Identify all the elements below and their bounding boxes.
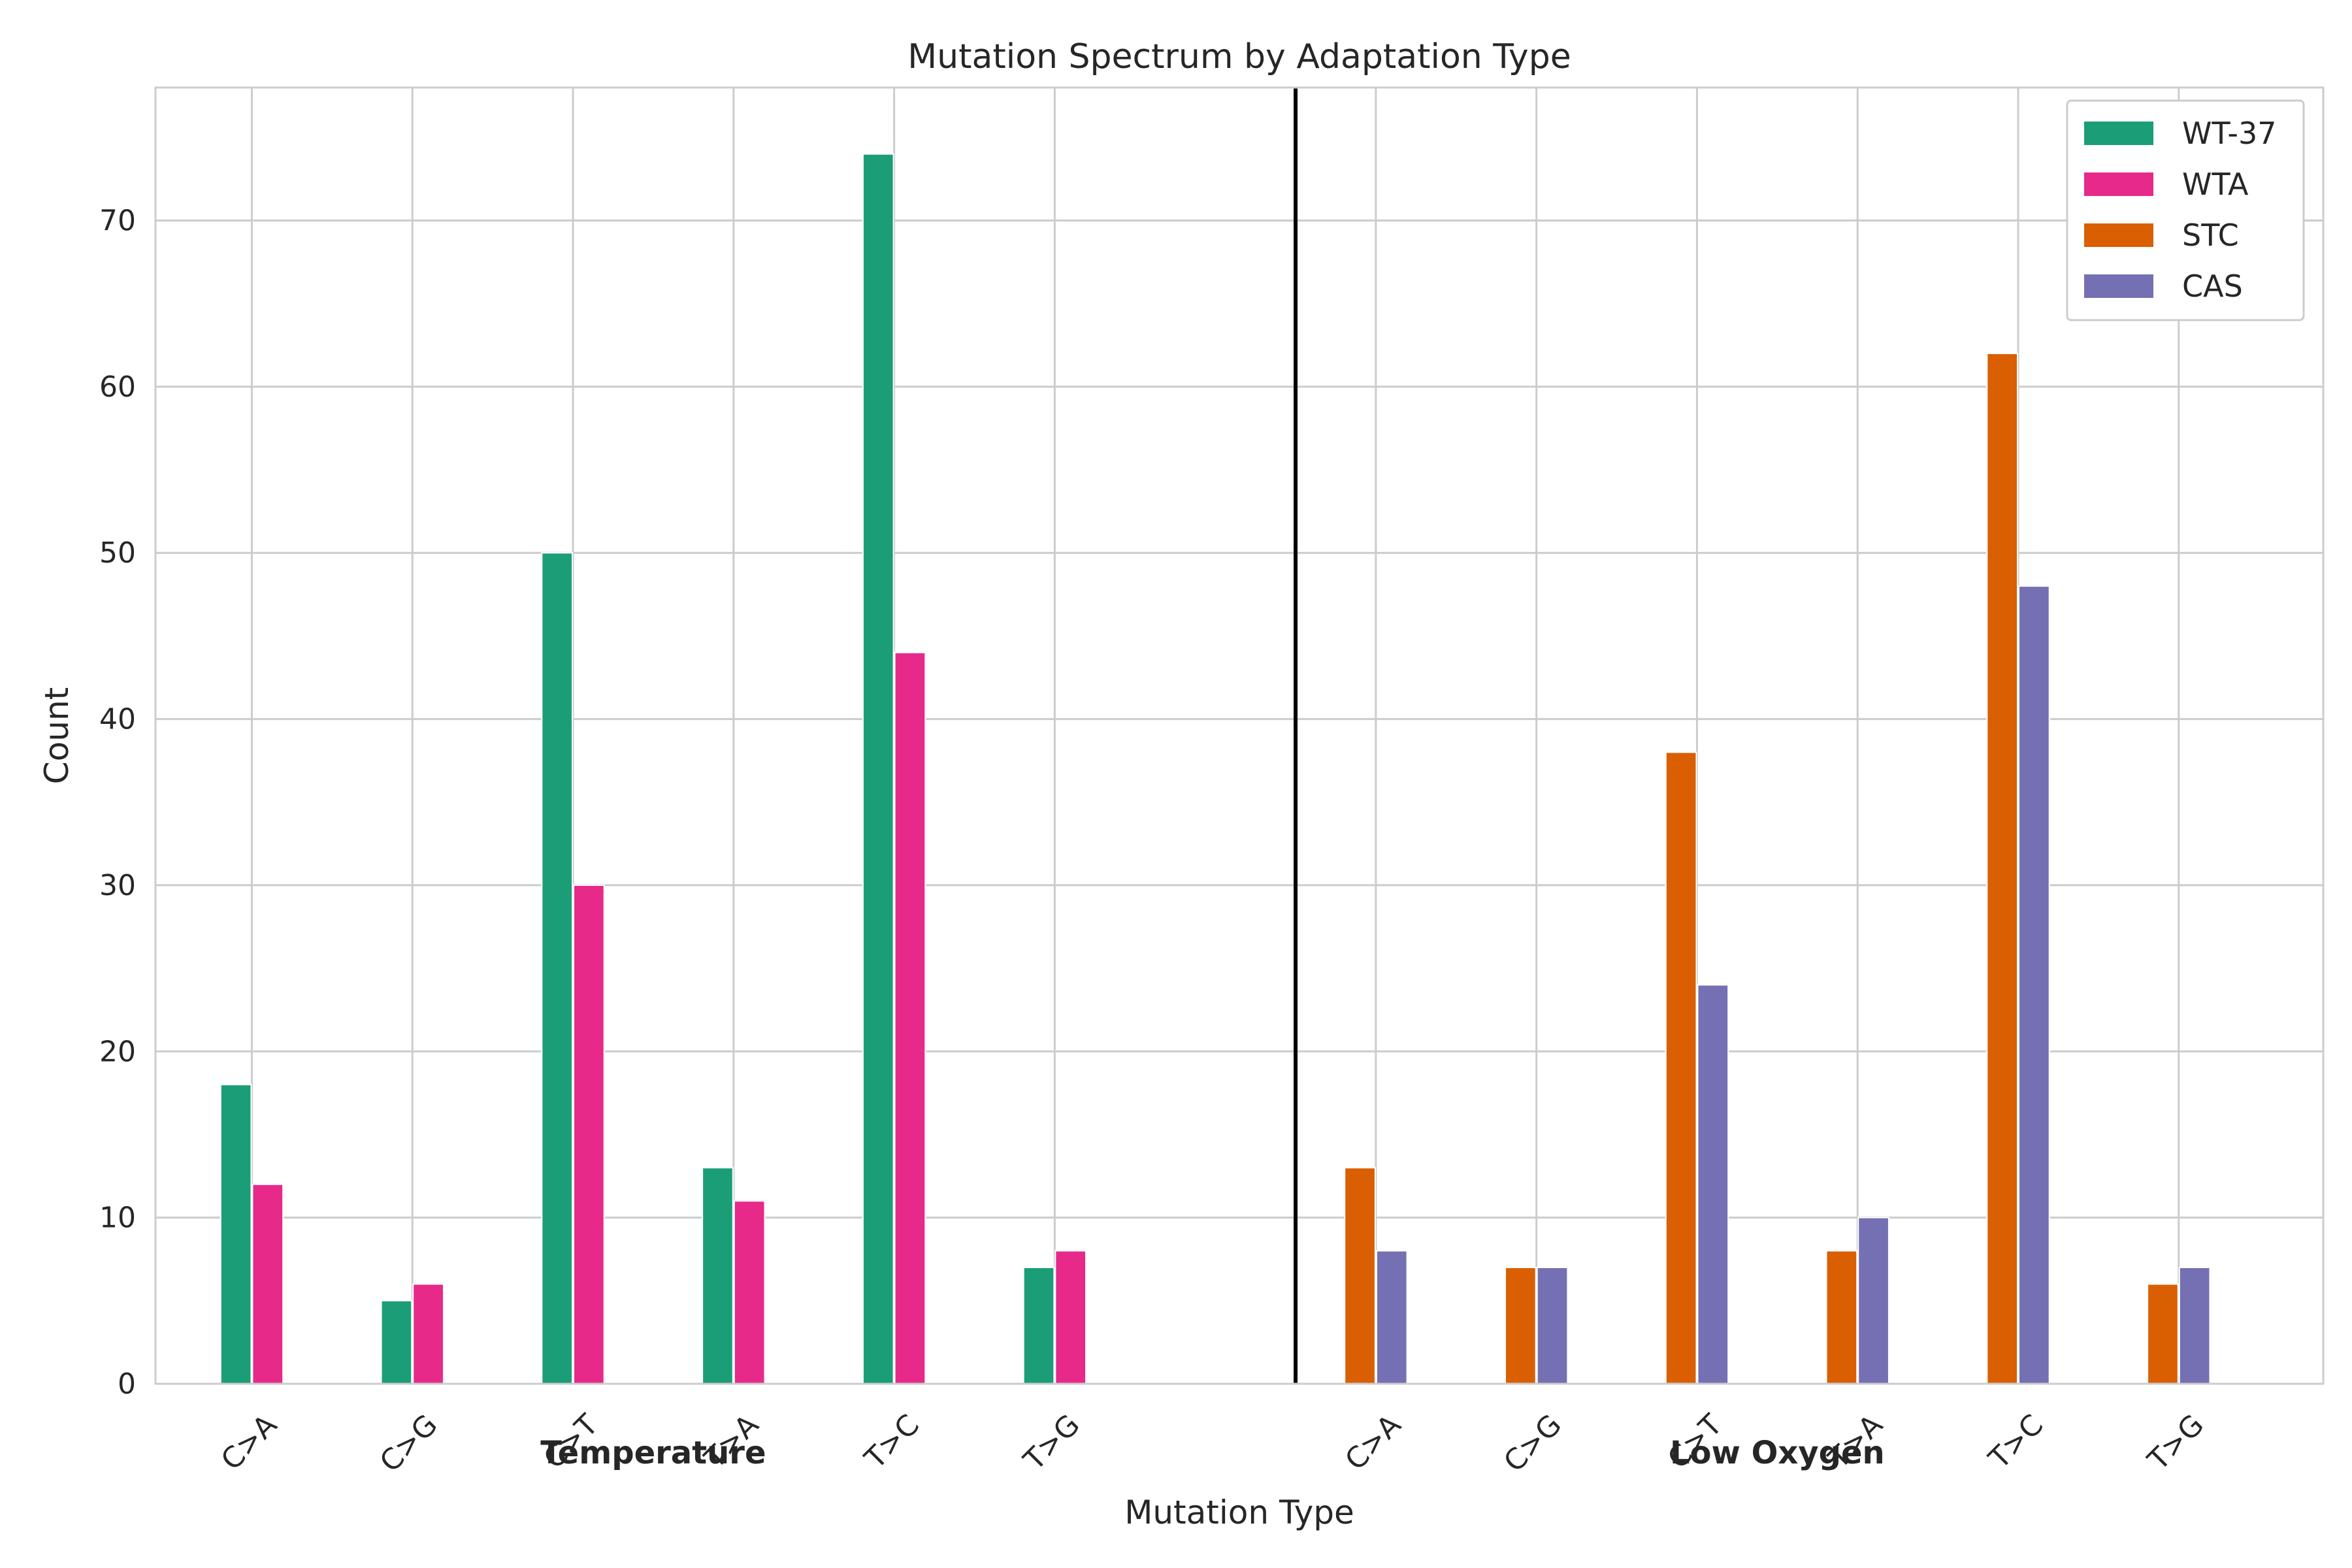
bar-wta-ttog: [1054, 1250, 1087, 1384]
bar-wta-ttoc: [894, 651, 926, 1384]
legend-label: STC: [2182, 218, 2239, 253]
legend-box: [2066, 99, 2305, 321]
bar-cas-ctoa: [1375, 1250, 1408, 1384]
bar-wta-ttoa: [733, 1200, 766, 1384]
bar-wta-ctog: [412, 1283, 444, 1385]
legend-label: WT-37: [2182, 116, 2277, 151]
legend: WT-37 WTA STC CAS: [2066, 99, 2305, 321]
y-tick-label: 50: [99, 536, 136, 570]
legend-swatch: [2084, 172, 2153, 196]
bar-cas-ttog: [2178, 1266, 2211, 1385]
legend-label: WTA: [2182, 167, 2249, 202]
bar-stc-ctoa: [1344, 1167, 1376, 1385]
x-tick-label: T>C: [1982, 1408, 2050, 1476]
bar-stc-ttog: [2147, 1283, 2179, 1385]
legend-swatch: [2084, 122, 2153, 145]
legend-swatch: [2084, 223, 2153, 247]
x-tick-label: C>G: [374, 1408, 444, 1478]
y-tick-label: 20: [99, 1035, 136, 1068]
bar-cas-ctog: [1536, 1266, 1569, 1385]
legend-swatch: [2084, 274, 2153, 298]
group-label-low-oxygen: Low Oxygen: [1670, 1435, 1885, 1471]
y-axis-label: Count: [38, 687, 76, 785]
x-tick-label: T>C: [858, 1408, 926, 1476]
y-tick-label: 70: [99, 204, 136, 237]
bar-wta-ctot: [573, 884, 605, 1384]
chart-title: Mutation Spectrum by Adaptation Type: [907, 37, 1571, 76]
bar-wt-37-ttoa: [702, 1167, 734, 1385]
group-label-temperature: Temperature: [540, 1435, 766, 1471]
legend-label: CAS: [2182, 269, 2243, 304]
y-tick-label: 30: [99, 869, 136, 902]
y-tick-label: 0: [118, 1367, 136, 1401]
bar-wt-37-ttog: [1022, 1266, 1055, 1385]
bar-wt-37-ctot: [541, 552, 574, 1385]
bar-cas-ttoc: [2018, 585, 2050, 1384]
bar-stc-ttoa: [1825, 1250, 1858, 1384]
x-tick-label: C>A: [1339, 1408, 1407, 1477]
bar-stc-ttoc: [1986, 352, 2019, 1384]
plot-frame: [154, 86, 2325, 1385]
y-tick-label: 60: [99, 370, 136, 404]
bar-stc-ctog: [1504, 1266, 1537, 1385]
bar-wt-37-ctoa: [220, 1084, 252, 1384]
x-tick-label: C>A: [215, 1408, 284, 1477]
y-tick-label: 40: [99, 703, 136, 736]
bar-cas-ctot: [1697, 984, 1729, 1384]
bar-stc-ctot: [1665, 751, 1697, 1384]
x-axis-label: Mutation Type: [1124, 1494, 1354, 1531]
x-tick-label: C>G: [1497, 1408, 1568, 1478]
x-tick-label: T>G: [1017, 1408, 1086, 1477]
y-tick-label: 10: [99, 1201, 136, 1235]
bar-wt-37-ctog: [380, 1299, 413, 1385]
bar-layer: [220, 88, 2211, 1385]
bar-wta-ctoa: [252, 1183, 284, 1385]
bar-cas-ttoa: [1857, 1217, 1889, 1384]
x-tick-label: T>G: [2141, 1408, 2210, 1477]
bar-wt-37-ttoc: [862, 153, 894, 1385]
